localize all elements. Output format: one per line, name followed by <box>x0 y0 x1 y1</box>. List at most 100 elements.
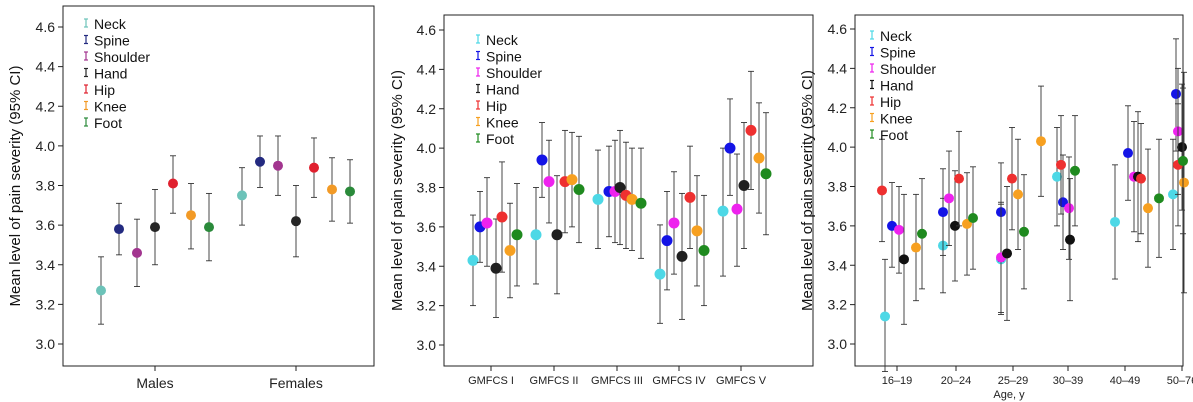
legend-label: Spine <box>94 33 130 49</box>
y-tick-label: 4.4 <box>828 60 848 76</box>
legend-label: Foot <box>486 131 514 147</box>
y-tick-label: 3.2 <box>417 298 437 314</box>
data-point-hip <box>1007 173 1017 184</box>
legend-label: Shoulder <box>880 61 936 77</box>
data-point-shoulder <box>1064 203 1074 214</box>
y-tick-label: 4.0 <box>417 140 437 156</box>
legend-label: Knee <box>880 111 913 127</box>
data-point-foot <box>1070 165 1080 176</box>
legend-label: Foot <box>94 115 122 131</box>
data-point-knee <box>566 174 578 186</box>
data-point-spine <box>724 142 736 154</box>
x-category-label: 30–39 <box>1053 375 1084 387</box>
y-tick-label: 4.0 <box>36 138 56 154</box>
y-tick-label: 3.4 <box>36 257 56 273</box>
y-tick-label: 3.8 <box>417 180 437 196</box>
data-point-neck <box>592 193 604 205</box>
y-tick-label: 4.4 <box>36 59 56 75</box>
legend-label: Hand <box>486 82 519 98</box>
data-point-spine <box>536 154 548 166</box>
x-category-label: GMFCS I <box>468 375 514 387</box>
data-point-shoulder <box>668 217 680 229</box>
legend-label: Knee <box>94 99 127 115</box>
data-point-knee <box>186 210 196 221</box>
x-category-label: 40–49 <box>1110 375 1141 387</box>
y-tick-label: 3.0 <box>36 336 56 352</box>
data-point-foot <box>204 222 214 233</box>
legend-label: Neck <box>880 28 913 44</box>
legend-label: Neck <box>94 16 127 32</box>
data-point-hand <box>676 250 688 262</box>
y-tick-label: 4.2 <box>828 100 848 116</box>
data-point-spine <box>1123 148 1133 159</box>
y-tick-label: 3.8 <box>36 178 56 194</box>
data-point-hip <box>745 124 757 136</box>
data-point-foot <box>573 183 585 195</box>
legend-label: Hip <box>880 94 901 110</box>
data-point-foot <box>968 213 978 223</box>
x-category-label: 20–24 <box>941 375 972 387</box>
data-point-spine <box>1171 88 1181 99</box>
data-point-neck <box>717 205 729 217</box>
data-point-knee <box>504 245 516 256</box>
data-point-hand <box>1002 248 1012 259</box>
data-point-neck <box>880 311 890 322</box>
y-tick-label: 3.0 <box>828 336 848 352</box>
data-point-shoulder <box>944 193 954 204</box>
data-point-spine <box>255 156 265 167</box>
data-point-neck <box>1110 216 1120 227</box>
data-point-hand <box>551 229 563 241</box>
y-tick-label: 3.0 <box>417 337 437 353</box>
data-point-hip <box>1056 159 1066 170</box>
y-tick-label: 4.2 <box>417 101 437 117</box>
data-point-hand <box>1065 234 1075 245</box>
data-point-hand <box>950 220 960 231</box>
data-point-neck <box>654 268 666 280</box>
legend-label: Spine <box>880 45 916 61</box>
data-point-hip <box>496 211 508 223</box>
data-point-neck <box>237 190 247 201</box>
data-point-knee <box>1013 189 1023 200</box>
legend-label: Neck <box>486 32 519 48</box>
data-point-shoulder <box>543 176 555 188</box>
y-tick-label: 4.6 <box>828 21 848 37</box>
panel-frame <box>443 14 814 367</box>
data-point-hand <box>614 182 626 193</box>
data-point-hand <box>1177 142 1187 153</box>
data-point-knee <box>691 225 703 237</box>
data-point-hip <box>309 162 319 173</box>
data-point-hip <box>877 185 887 196</box>
data-point-hand <box>150 222 160 233</box>
x-category-label: GMFCS II <box>530 375 579 387</box>
data-point-foot <box>1019 226 1029 237</box>
y-tick-label: 4.6 <box>36 19 56 35</box>
legend-label: Shoulder <box>486 65 542 81</box>
y-tick-label: 3.6 <box>36 217 56 233</box>
data-point-hand <box>490 262 502 274</box>
data-point-foot <box>635 197 647 209</box>
x-category-label: Females <box>269 375 323 391</box>
y-tick-label: 4.4 <box>417 61 437 77</box>
legend-label: Shoulder <box>94 49 150 65</box>
data-point-knee <box>327 184 337 195</box>
x-category-label: GMFCS V <box>716 375 767 387</box>
data-point-knee <box>1036 136 1046 147</box>
x-axis-label: Age, y <box>993 389 1025 401</box>
data-point-spine <box>114 224 124 235</box>
data-point-spine <box>661 235 673 247</box>
y-axis-label: Mean level of pain severity (95% CI) <box>799 70 816 311</box>
y-tick-label: 3.6 <box>828 218 848 234</box>
data-point-shoulder <box>481 217 493 229</box>
legend-label: Spine <box>486 49 522 65</box>
data-point-shoulder <box>273 160 283 171</box>
data-point-knee <box>1179 177 1189 188</box>
legend-label: Hip <box>486 98 507 114</box>
y-tick-label: 3.4 <box>828 257 848 273</box>
y-tick-label: 4.6 <box>417 22 437 38</box>
data-point-spine <box>938 207 948 218</box>
data-point-hand <box>738 180 750 192</box>
legend-label: Foot <box>880 127 908 143</box>
data-point-foot <box>698 245 710 256</box>
y-tick-label: 3.4 <box>417 258 437 274</box>
